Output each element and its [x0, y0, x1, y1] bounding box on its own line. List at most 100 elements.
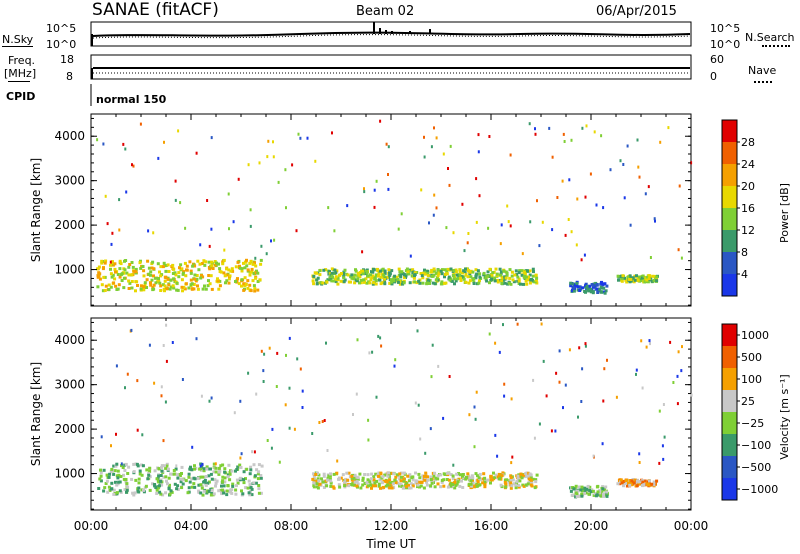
scatter-cell [212, 470, 216, 474]
sparse-cell [233, 411, 236, 415]
sparse-cell [195, 151, 198, 155]
scatter-cell [338, 273, 342, 277]
scatter-cell [168, 492, 172, 496]
scatter-cell [361, 271, 365, 275]
sparse-cell [638, 461, 641, 464]
power-panel [90, 113, 693, 307]
scatter-cell [148, 488, 152, 492]
sparse-cell [118, 228, 121, 232]
sparse-cell [449, 144, 452, 148]
scatter-cell [172, 267, 176, 271]
sparse-cell [488, 135, 491, 138]
scatter-cell [240, 269, 244, 273]
scatter-cell [429, 270, 433, 274]
scatter-cell [468, 476, 472, 480]
scatter-cell [355, 484, 359, 488]
sparse-cell [556, 196, 559, 199]
scatter-cell [317, 479, 321, 483]
scatter-cell [598, 288, 602, 291]
scatter-cell [447, 275, 451, 279]
sparse-cell [658, 461, 661, 465]
scatter-cell [357, 273, 361, 277]
scatter-cell [516, 275, 520, 279]
scatter-cell [181, 272, 185, 276]
scatter-cell [475, 484, 479, 488]
scatter-cell [127, 465, 131, 469]
scatter-cell [509, 474, 513, 478]
sparse-cell [265, 252, 268, 256]
scatter-cell [514, 486, 518, 490]
scatter-cell [154, 486, 158, 489]
scatter-cell [531, 267, 535, 271]
scatter-cell [466, 472, 470, 476]
scatter-cell [445, 478, 449, 481]
scatter-cell [99, 471, 103, 475]
scatter-cell [454, 483, 458, 487]
scatter-cell [422, 486, 426, 490]
scatter-cell [439, 485, 443, 489]
sparse-cell [510, 397, 513, 401]
scatter-cell [371, 274, 375, 278]
scatter-cell [467, 281, 471, 285]
scatter-cell [173, 271, 177, 275]
scatter-cell [342, 480, 346, 484]
scatter-cell [583, 491, 586, 495]
scatter-cell [529, 476, 533, 480]
scatter-cell [510, 484, 514, 488]
scatter-cell [339, 476, 343, 480]
scatter-cell [145, 468, 149, 472]
scatter-cell [388, 273, 392, 277]
scatter-cell [246, 279, 250, 283]
scatter-cell [330, 274, 334, 278]
scatter-cell [242, 282, 246, 286]
scatter-cell [145, 278, 149, 282]
sparse-cell [468, 413, 471, 417]
scatter-cell [147, 266, 151, 270]
scatter-cell [226, 473, 230, 477]
scatter-cell [379, 486, 382, 490]
scatter-cell [643, 280, 647, 284]
scatter-cell [201, 493, 205, 497]
scatter-cell [356, 271, 360, 275]
scatter-cell [641, 484, 644, 488]
scatter-cell [592, 493, 596, 497]
scatter-cell [242, 481, 246, 485]
sparse-cell [367, 418, 370, 422]
scatter-cell [652, 483, 656, 487]
scatter-cell [216, 279, 220, 283]
sparse-cell [147, 229, 150, 233]
scatter-cell [638, 278, 642, 282]
cpid-label: CPID [6, 90, 36, 103]
sparse-cell [467, 232, 470, 235]
scatter-cell [315, 479, 319, 483]
scatter-cell [462, 277, 466, 281]
scatter-cell [384, 480, 388, 484]
scatter-cell [392, 472, 396, 476]
scatter-cell [155, 492, 159, 495]
scatter-cell [436, 482, 440, 486]
scatter-cell [207, 274, 211, 277]
scatter-cell [452, 269, 456, 272]
scatter-cell [246, 486, 250, 490]
scatter-cell [535, 276, 539, 280]
scatter-cell [97, 274, 101, 278]
sparse-cell [240, 452, 243, 456]
scatter-cell [596, 490, 600, 494]
scatter-cell [312, 472, 316, 476]
scatter-cell [344, 483, 348, 487]
scatter-cell [321, 281, 325, 285]
sparse-cell [285, 353, 287, 357]
scatter-cell [186, 491, 190, 495]
scatter-cell [181, 478, 185, 482]
scatter-cell [445, 270, 449, 274]
sparse-cell [487, 226, 490, 230]
ylabel: Slant Range [km] [29, 362, 43, 466]
scatter-cell [140, 463, 143, 467]
sparse-cell [690, 393, 693, 397]
scatter-cell [381, 475, 385, 479]
scatter-cell [638, 275, 641, 279]
sparse-cell [503, 394, 506, 398]
sparse-cell [239, 456, 242, 460]
scatter-cell [249, 468, 253, 472]
sparse-cell [109, 260, 112, 264]
